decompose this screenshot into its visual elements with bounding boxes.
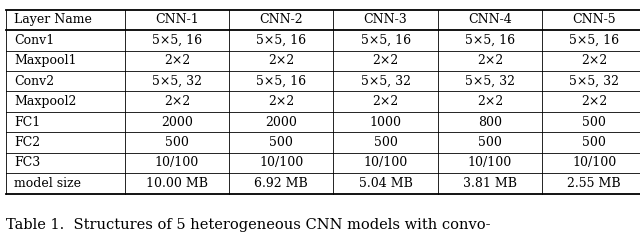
Text: 5×5, 32: 5×5, 32 [152,75,202,88]
Text: FC3: FC3 [14,156,40,169]
Text: 500: 500 [582,136,606,149]
Text: 10.00 MB: 10.00 MB [146,177,208,190]
Text: 5.04 MB: 5.04 MB [358,177,413,190]
Text: 5×5, 16: 5×5, 16 [569,34,620,47]
Text: 2×2: 2×2 [581,95,607,108]
Text: 3.81 MB: 3.81 MB [463,177,517,190]
Text: 500: 500 [478,136,502,149]
Text: 10/100: 10/100 [259,156,303,169]
Text: 500: 500 [582,116,606,129]
Text: CNN-4: CNN-4 [468,13,512,26]
Text: 2000: 2000 [266,116,297,129]
Text: 5×5, 32: 5×5, 32 [465,75,515,88]
Text: 2×2: 2×2 [164,54,190,67]
Text: 500: 500 [374,136,397,149]
Text: Maxpool1: Maxpool1 [14,54,77,67]
Text: Conv2: Conv2 [14,75,54,88]
Text: 5×5, 32: 5×5, 32 [569,75,620,88]
Text: 2×2: 2×2 [164,95,190,108]
Text: FC1: FC1 [14,116,40,129]
Text: 5×5, 16: 5×5, 16 [152,34,202,47]
Text: model size: model size [14,177,81,190]
Text: CNN-3: CNN-3 [364,13,408,26]
Text: 10/100: 10/100 [572,156,616,169]
Text: 6.92 MB: 6.92 MB [255,177,308,190]
Text: FC2: FC2 [14,136,40,149]
Text: 5×5, 16: 5×5, 16 [256,34,307,47]
Text: CNN-1: CNN-1 [155,13,199,26]
Text: 500: 500 [165,136,189,149]
Text: 10/100: 10/100 [364,156,408,169]
Text: 2×2: 2×2 [372,54,399,67]
Text: 2×2: 2×2 [477,54,503,67]
Text: 2.55 MB: 2.55 MB [568,177,621,190]
Text: Maxpool2: Maxpool2 [14,95,76,108]
Text: CNN-5: CNN-5 [572,13,616,26]
Text: 2000: 2000 [161,116,193,129]
Text: CNN-2: CNN-2 [259,13,303,26]
Text: 2×2: 2×2 [372,95,399,108]
Text: 1000: 1000 [370,116,402,129]
Text: 2×2: 2×2 [477,95,503,108]
Text: 5×5, 32: 5×5, 32 [360,75,411,88]
Text: Conv1: Conv1 [14,34,54,47]
Text: 800: 800 [478,116,502,129]
Text: 10/100: 10/100 [155,156,199,169]
Text: Table 1.  Structures of 5 heterogeneous CNN models with convo-: Table 1. Structures of 5 heterogeneous C… [6,218,491,232]
Text: 2×2: 2×2 [581,54,607,67]
Text: 5×5, 16: 5×5, 16 [256,75,307,88]
Text: 2×2: 2×2 [268,54,294,67]
Text: 5×5, 16: 5×5, 16 [465,34,515,47]
Text: 500: 500 [269,136,293,149]
Text: Layer Name: Layer Name [14,13,92,26]
Text: 5×5, 16: 5×5, 16 [360,34,411,47]
Text: 2×2: 2×2 [268,95,294,108]
Text: 10/100: 10/100 [468,156,512,169]
